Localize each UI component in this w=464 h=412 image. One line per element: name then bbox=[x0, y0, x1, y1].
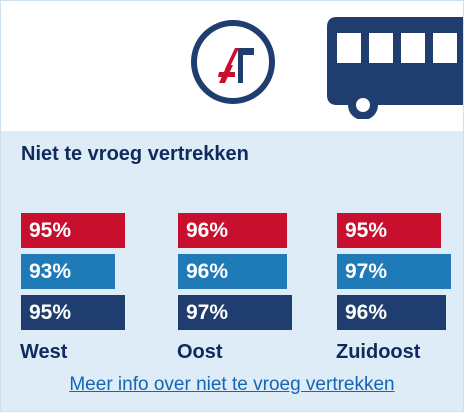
bar-label-oost-2: 96% bbox=[186, 260, 229, 283]
category-label-oost: Oost bbox=[177, 341, 223, 363]
bar-label-zuidoost-2: 97% bbox=[345, 260, 388, 283]
header-illustration bbox=[1, 1, 463, 131]
bar-zuidoost-1 bbox=[337, 213, 441, 248]
bar-label-west-3: 95% bbox=[29, 301, 72, 324]
bar-west-2 bbox=[21, 254, 115, 289]
bar-label-oost-1: 96% bbox=[186, 219, 229, 242]
bar-oost-2 bbox=[178, 254, 288, 289]
bar-west-1 bbox=[21, 213, 125, 248]
transport-operator-logo-icon bbox=[191, 20, 275, 104]
bar-label-zuidoost-3: 96% bbox=[345, 301, 388, 324]
bar-chart: 95% 93% 95% West 96% 96% 97% Oost 95% 97% 96% Zuido… bbox=[1, 201, 463, 371]
bar-label-west-2: 93% bbox=[29, 260, 72, 283]
bar-label-zuidoost-1: 95% bbox=[345, 219, 388, 242]
category-label-zuidoost: Zuidoost bbox=[336, 341, 421, 363]
bar-label-oost-3: 97% bbox=[186, 301, 229, 324]
bar-oost-3 bbox=[178, 295, 293, 330]
bar-zuidoost-3 bbox=[337, 295, 447, 330]
more-info-link[interactable]: Meer info over niet te vroeg vertrekken bbox=[69, 374, 395, 395]
bar-zuidoost-2 bbox=[337, 254, 452, 289]
bar-west-3 bbox=[21, 295, 125, 330]
chart-title: Niet te vroeg vertrekken bbox=[21, 143, 249, 165]
bus-icon bbox=[327, 17, 463, 119]
bar-oost-1 bbox=[178, 213, 288, 248]
bar-label-west-1: 95% bbox=[29, 219, 72, 242]
category-label-west: West bbox=[20, 341, 68, 363]
